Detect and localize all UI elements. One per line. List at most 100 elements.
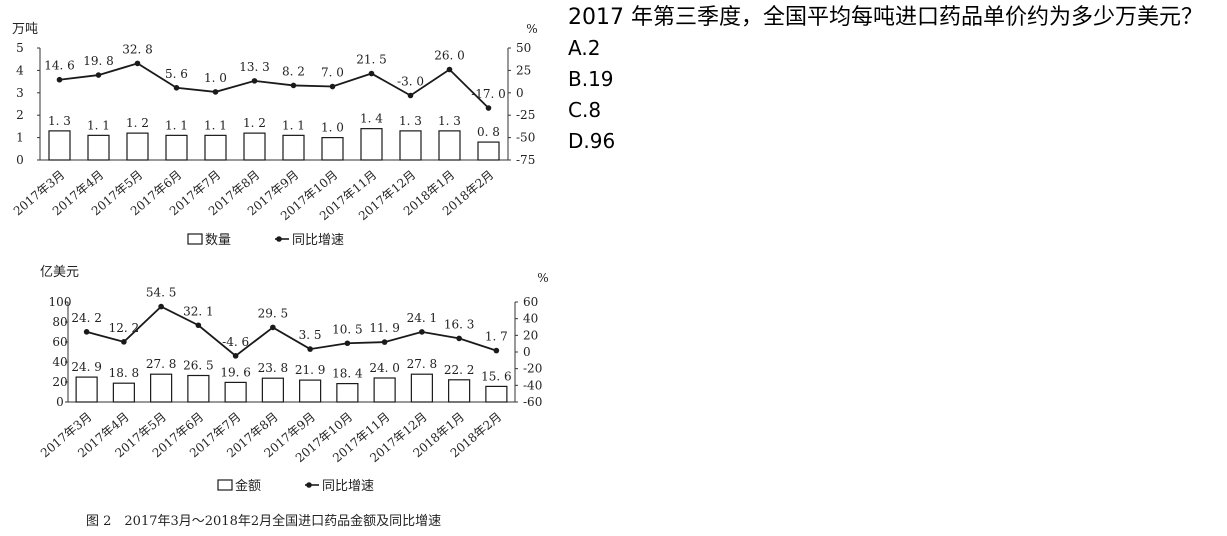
- line-point-5: [251, 78, 258, 84]
- option-c[interactable]: C.8: [568, 98, 602, 122]
- y-axis-left-unit: 万吨: [12, 22, 38, 37]
- line-label-11: 1. 7: [485, 330, 508, 344]
- line-label-4: 1. 0: [204, 71, 227, 85]
- line-label-6: 8. 2: [282, 64, 305, 78]
- line-point-11: [493, 347, 500, 354]
- option-b[interactable]: B.19: [568, 67, 614, 91]
- y-tick-right-label: -75: [516, 153, 535, 167]
- bar-label-1: 1. 1: [87, 118, 110, 132]
- line-point-7: [344, 340, 351, 347]
- line-point-0: [83, 329, 90, 335]
- line-label-5: 13. 3: [239, 60, 270, 74]
- bar-7: [321, 137, 344, 161]
- line-label-11: -17. 0: [471, 87, 506, 101]
- bar-label-2: 27. 8: [146, 357, 177, 371]
- bar-label-3: 1. 1: [165, 118, 188, 132]
- bar-1: [112, 382, 135, 403]
- line-point-0: [56, 76, 63, 83]
- bar-2: [126, 132, 149, 161]
- line-label-8: 11. 9: [369, 321, 400, 335]
- question-panel: 2017 年第三季度，全国平均每吨进口药品单价约为多少万美元？ A.2 B.19…: [568, 2, 1218, 157]
- y-tick-left-label: 1: [16, 131, 24, 145]
- line-point-4: [212, 89, 219, 95]
- legend-label-bar: 金额: [235, 478, 261, 494]
- bar-11: [485, 385, 508, 403]
- line-point-10: [446, 66, 453, 73]
- option-d[interactable]: D.96: [568, 129, 616, 153]
- bar-label-8: 24. 0: [369, 361, 400, 375]
- bar-label-5: 23. 8: [258, 361, 289, 375]
- legend-label-bar: 数量: [205, 233, 231, 248]
- chart-amount: 亿美元 % 0 20 40 60 80 100 -60 -40 -20 0 20 40 60 24. 9 18.…: [38, 265, 549, 494]
- line-label-8: 21. 5: [356, 53, 387, 67]
- option-a[interactable]: A.2: [568, 36, 601, 60]
- y-tick-right-label: -50: [516, 131, 535, 145]
- y-tick-left-label: 40: [52, 355, 67, 369]
- bar-10: [438, 130, 461, 161]
- bar-label-5: 1. 2: [243, 116, 266, 130]
- bar-11: [477, 141, 500, 161]
- bar-0: [48, 130, 71, 161]
- y-tick-right-label: -40: [523, 378, 542, 392]
- bar-0: [75, 376, 98, 403]
- bar-label-6: 1. 1: [282, 118, 305, 132]
- bar-label-10: 22. 2: [444, 363, 475, 377]
- bar-10: [448, 379, 471, 403]
- chart-quantity: 万吨 % 0 1 2 3 4 5 -75 -50 -25 0 25 50 1. 3 1. 1 1. 2 1. 1 1…: [11, 22, 538, 248]
- y-tick-right-label: 40: [523, 312, 538, 326]
- legend-swatch-dot: [306, 482, 312, 488]
- line-label-2: 32. 8: [122, 42, 153, 56]
- y-tick-right-label: -60: [523, 395, 542, 409]
- bar-9: [410, 373, 433, 403]
- line-point-4: [232, 353, 239, 359]
- line-label-3: 32. 1: [183, 304, 214, 318]
- line-point-8: [368, 70, 375, 77]
- line-label-3: 5. 6: [165, 67, 188, 81]
- line-point-2: [134, 60, 141, 67]
- legend-label-line: 同比增速: [322, 479, 374, 494]
- y-tick-left-label: 80: [52, 315, 67, 329]
- y-tick-left-label: 3: [16, 86, 24, 100]
- y-tick-left-label: 5: [16, 41, 24, 55]
- line-point-8: [381, 339, 388, 345]
- line-point-5: [270, 324, 276, 331]
- bar-label-0: 24. 9: [71, 360, 102, 374]
- bar-label-10: 1. 3: [438, 114, 461, 128]
- bar-7: [336, 383, 359, 403]
- y-tick-left-label: 4: [16, 63, 24, 77]
- bar-8: [360, 128, 383, 161]
- series-line-yoy: [86, 305, 497, 357]
- bar-label-7: 1. 0: [321, 121, 344, 135]
- line-label-4: -4. 6: [222, 335, 249, 349]
- legend-swatch-bar: [187, 233, 203, 245]
- bar-label-7: 18. 4: [332, 367, 363, 381]
- line-label-9: -3. 0: [397, 74, 424, 88]
- bar-9: [399, 130, 422, 161]
- line-point-3: [195, 322, 202, 329]
- legend-swatch-dot: [276, 236, 282, 242]
- y-tick-right-label: 20: [523, 328, 538, 342]
- line-point-11: [485, 105, 492, 111]
- line-label-0: 14. 6: [44, 59, 75, 73]
- line-point-2: [158, 303, 164, 310]
- line-label-7: 7. 0: [321, 66, 344, 80]
- bar-5: [243, 132, 266, 161]
- line-label-1: 19. 8: [83, 54, 114, 68]
- y-tick-right-label: 0: [516, 86, 524, 100]
- y-tick-left-label: 100: [49, 295, 72, 309]
- bar-label-2: 1. 2: [126, 116, 149, 130]
- line-point-6: [307, 346, 313, 352]
- bar-8: [373, 377, 396, 403]
- line-point-9: [407, 92, 414, 99]
- bar-6: [282, 134, 305, 161]
- y-tick-right-label: -20: [523, 362, 542, 376]
- y-axis-right-unit: %: [526, 22, 537, 36]
- y-tick-right-label: 50: [516, 41, 531, 55]
- legend-label-line: 同比增速: [292, 233, 344, 248]
- bar-label-11: 15. 6: [481, 369, 512, 383]
- bar-6: [299, 379, 322, 403]
- bar-label-9: 1. 3: [399, 114, 422, 128]
- y-tick-left-label: 60: [52, 335, 67, 349]
- y-tick-left-label: 0: [16, 153, 24, 167]
- line-point-7: [329, 83, 336, 90]
